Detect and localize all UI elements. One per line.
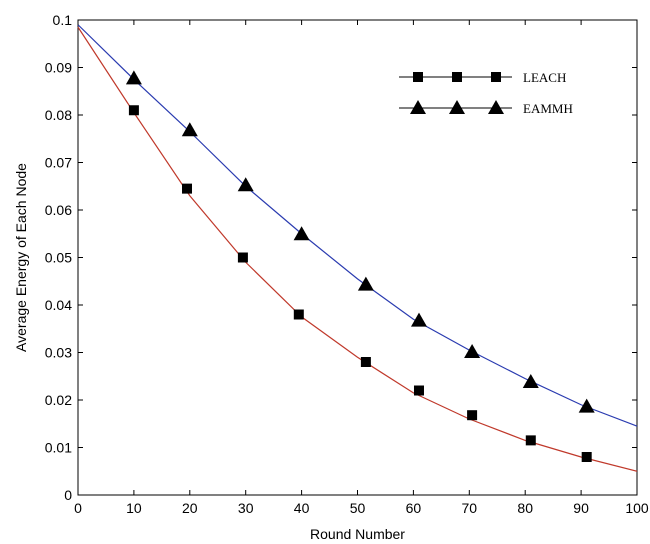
- data-point-eammh: [125, 70, 142, 85]
- legend-label-leach: LEACH: [523, 70, 566, 85]
- data-point-eammh: [522, 373, 539, 388]
- y-tick-label: 0.04: [45, 297, 72, 313]
- plot-frame-group: [77, 19, 638, 496]
- series-line-eammh: [77, 24, 638, 427]
- ticks-group: 0 10 20 30 40 50 60 70 80 90 100 0 0.01 0.02 0.03 0.04 0…: [45, 12, 649, 516]
- data-point-eammh: [410, 312, 427, 327]
- data-point-eammh: [181, 122, 198, 137]
- data-point-eammh: [237, 177, 254, 192]
- data-point-leach: [182, 183, 193, 194]
- x-tick-label: 70: [462, 500, 478, 516]
- legend-marker-leach: [413, 72, 423, 82]
- x-tick-label: 0: [74, 500, 82, 516]
- data-point-leach: [525, 435, 536, 446]
- data-point-leach: [128, 105, 139, 116]
- data-point-eammh: [357, 276, 374, 291]
- x-tick-label: 90: [573, 500, 589, 516]
- data-point-leach: [413, 385, 424, 396]
- x-tick-label: 30: [238, 500, 254, 516]
- x-tick-label: 80: [517, 500, 533, 516]
- y-tick-label: 0.06: [45, 202, 72, 218]
- data-point-leach: [237, 252, 248, 263]
- x-tick-label: 60: [406, 500, 422, 516]
- x-axis-label: Round Number: [310, 526, 405, 542]
- series-group: [77, 24, 638, 472]
- x-tick-label: 20: [182, 500, 198, 516]
- y-axis-label: Average Energy of Each Node: [13, 163, 29, 352]
- legend-label-eammh: EAMMH: [523, 101, 573, 116]
- y-tick-label: 0.08: [45, 107, 72, 123]
- series-line-leach: [77, 26, 638, 472]
- y-tick-label: 0.02: [45, 392, 72, 408]
- y-tick-label: 0.1: [53, 12, 73, 28]
- y-tick-label: 0.07: [45, 155, 72, 171]
- y-tick-label: 0.09: [45, 60, 72, 76]
- legend-marker-eammh: [449, 100, 465, 114]
- data-point-eammh: [578, 398, 595, 413]
- y-tick-label: 0.03: [45, 345, 72, 361]
- data-point-eammh: [464, 344, 481, 359]
- y-tick-label: 0.05: [45, 250, 72, 266]
- legend: LEACH EAMMH: [399, 70, 573, 116]
- x-tick-label: 10: [126, 500, 142, 516]
- plot-frame: [77, 19, 638, 496]
- data-point-leach: [467, 410, 478, 421]
- data-point-leach: [293, 309, 304, 320]
- x-tick-label: 50: [350, 500, 366, 516]
- y-tick-label: 0: [64, 487, 72, 503]
- legend-marker-eammh: [488, 100, 504, 114]
- x-tick-label: 100: [625, 500, 649, 516]
- x-tick-label: 40: [294, 500, 310, 516]
- legend-marker-leach: [491, 72, 501, 82]
- data-point-leach: [581, 452, 592, 462]
- data-point-eammh: [293, 226, 310, 241]
- legend-marker-eammh: [410, 100, 426, 114]
- legend-marker-leach: [452, 72, 462, 82]
- data-point-leach: [360, 357, 371, 367]
- y-tick-label: 0.01: [45, 440, 72, 456]
